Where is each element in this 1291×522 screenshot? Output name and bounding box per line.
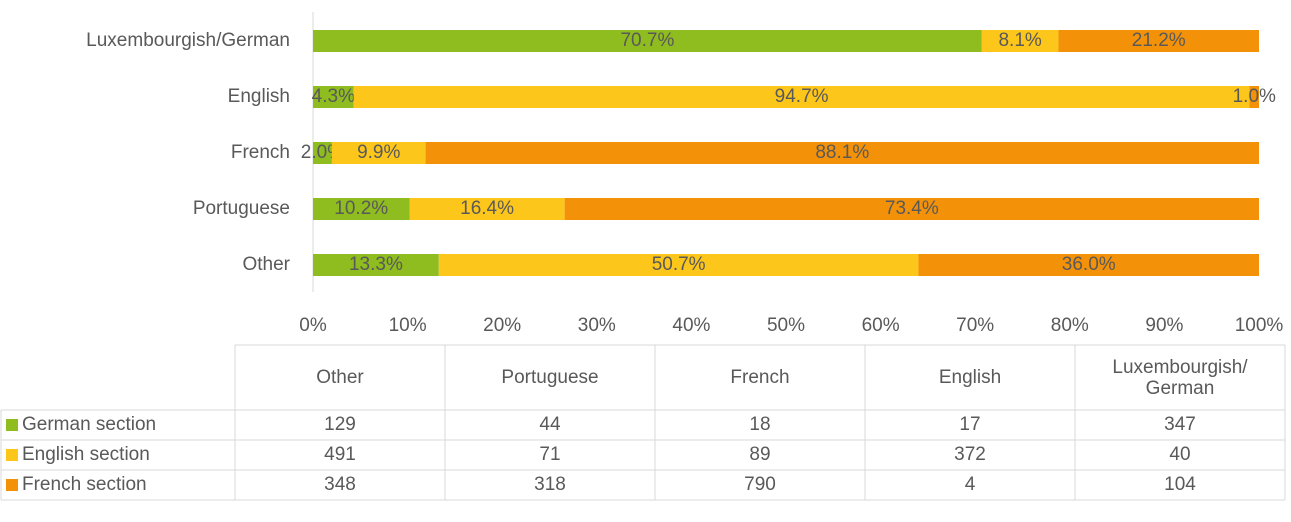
data-label: 50.7% [652, 254, 706, 275]
table-header-text: English [938, 367, 1002, 388]
legend-label: German section [22, 414, 156, 435]
data-label: 36.0% [1062, 254, 1116, 275]
data-label: 16.4% [460, 198, 514, 219]
data-label: 13.3% [349, 254, 403, 275]
x-tick-label: 60% [862, 315, 900, 336]
data-label: 4.3% [312, 86, 355, 107]
table-cell: 318 [534, 474, 566, 495]
bar-segment [425, 142, 1260, 164]
table-header-text: French [730, 367, 790, 388]
table-header-text: Luxembourgish/German [1112, 356, 1248, 399]
table-cell: 40 [1169, 444, 1190, 465]
bar-segment [313, 86, 354, 108]
table-header-cell: Luxembourgish/German [1112, 356, 1248, 399]
table-cell: 18 [749, 414, 770, 435]
table-cell: 129 [324, 414, 356, 435]
table-cell: 491 [324, 444, 356, 465]
bar-segment [313, 30, 982, 52]
category-label: English [228, 86, 290, 107]
table-header-cell: English [938, 367, 1002, 388]
bar-segment [1249, 86, 1259, 108]
category-label: French [231, 142, 290, 163]
table-cell: 104 [1164, 474, 1196, 495]
bar-segment [353, 86, 1250, 108]
x-tick-label: 50% [767, 315, 805, 336]
table-cell: 71 [539, 444, 560, 465]
table-header-cell: French [730, 367, 790, 388]
bar-segment [313, 142, 332, 164]
x-tick-label: 100% [1235, 315, 1284, 336]
legend-label: English section [22, 444, 150, 465]
table-cell: 44 [539, 414, 561, 435]
data-label: 8.1% [998, 30, 1041, 51]
x-tick-label: 80% [1051, 315, 1089, 336]
table-cell: 347 [1164, 414, 1196, 435]
x-tick-label: 20% [483, 315, 521, 336]
table-header-cell: Other [316, 367, 364, 388]
table-cell: 17 [959, 414, 980, 435]
bar-segment [313, 254, 439, 276]
table-header-cell: Portuguese [501, 367, 599, 388]
legend-label: French section [22, 474, 147, 495]
table-cell: 348 [324, 474, 356, 495]
data-label: 70.7% [620, 30, 674, 51]
data-label: 88.1% [815, 142, 869, 163]
table-header-text: Portuguese [501, 367, 599, 388]
category-label: Luxembourgish/German [86, 30, 290, 51]
x-tick-label: 0% [299, 315, 327, 336]
category-label: Other [242, 254, 290, 275]
legend-swatch [6, 419, 18, 431]
legend-swatch [6, 449, 18, 461]
legend-swatch [6, 479, 18, 491]
bar-segment [564, 198, 1259, 220]
data-label: 94.7% [775, 86, 829, 107]
x-tick-label: 30% [578, 315, 616, 336]
x-tick-label: 70% [956, 315, 994, 336]
category-label: Portuguese [193, 198, 290, 219]
data-label: 73.4% [885, 198, 939, 219]
bar-segment [409, 198, 565, 220]
bar-segment [313, 198, 410, 220]
data-label: 10.2% [334, 198, 388, 219]
data-label: 9.9% [357, 142, 400, 163]
table-cell: 89 [749, 444, 770, 465]
x-tick-label: 40% [672, 315, 710, 336]
bar-segment [981, 30, 1059, 52]
x-tick-label: 90% [1145, 315, 1183, 336]
table-cell: 4 [965, 474, 976, 495]
data-label: 21.2% [1132, 30, 1186, 51]
table-cell: 372 [954, 444, 986, 465]
table-cell: 790 [744, 474, 776, 495]
bar-segment [1058, 30, 1259, 52]
bar-segment [438, 254, 919, 276]
table-header-text: Other [316, 367, 364, 388]
x-tick-label: 10% [389, 315, 427, 336]
bar-segment [918, 254, 1259, 276]
bar-segment [331, 142, 426, 164]
data-label: 1.0% [1233, 86, 1276, 107]
